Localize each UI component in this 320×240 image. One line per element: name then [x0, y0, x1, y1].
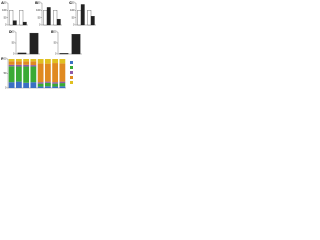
bar [80, 4, 85, 26]
legend-swatch [70, 76, 73, 79]
legend-swatch [70, 66, 73, 69]
y-tick-label: 100 [52, 30, 57, 34]
bar-segment [8, 61, 15, 65]
bar-segment [30, 65, 37, 67]
bar-segment [23, 61, 30, 65]
bar [19, 10, 24, 26]
y-tick-label: 100 [70, 8, 75, 12]
bar-segment [15, 81, 22, 88]
y-tick-label: 0 [5, 23, 7, 27]
bar-segment [52, 83, 59, 87]
y-tick-label: 100 [36, 8, 41, 12]
bar-segment [44, 82, 51, 87]
bar [43, 10, 48, 26]
y-tick-label: 0 [5, 86, 7, 90]
bar-segment [52, 59, 59, 64]
legend-swatch [70, 81, 73, 84]
bar [77, 10, 82, 26]
bar [9, 10, 14, 26]
y-tick-label: 50 [4, 71, 7, 75]
bar [17, 52, 27, 55]
bar-segment [44, 81, 51, 83]
bar-segment [23, 64, 30, 67]
bar-segment [52, 86, 59, 88]
bar-segment [30, 82, 37, 88]
bar-segment [23, 66, 30, 83]
bar [46, 7, 51, 26]
bar-segment [23, 82, 30, 88]
bar-segment [59, 81, 66, 84]
panel-label: F [1, 56, 4, 61]
bar-segment [52, 82, 59, 84]
y-tick-label: 50 [4, 15, 7, 19]
bar-segment [59, 83, 66, 87]
panel-label: A [1, 0, 4, 5]
y-tick-label: 100 [2, 57, 7, 61]
bar-segment [59, 63, 66, 82]
bar-segment [23, 59, 30, 62]
y-tick-label: 150 [36, 1, 41, 5]
bar-segment [44, 86, 51, 88]
legend-swatch [70, 61, 73, 64]
bar-segment [8, 66, 15, 83]
bar-segment [8, 82, 15, 88]
y-tick-label: 0 [73, 23, 75, 27]
bar-segment [8, 59, 15, 62]
bar-segment [37, 63, 44, 83]
bar-segment [15, 61, 22, 65]
bar-segment [30, 59, 37, 62]
bar-segment [59, 86, 66, 88]
bar [87, 10, 92, 26]
panel-label: C [69, 0, 72, 5]
y-tick-label: 100 [10, 30, 15, 34]
bar-segment [44, 63, 51, 82]
bar-segment [37, 59, 44, 64]
bar-segment [8, 64, 15, 67]
panel-label: E [51, 29, 54, 34]
bar [22, 21, 27, 26]
bar-segment [15, 64, 22, 67]
bar-segment [37, 82, 44, 84]
y-tick-label: 150 [2, 1, 7, 5]
y-tick-label: 50 [72, 15, 75, 19]
bar-segment [15, 66, 22, 82]
bar-segment [30, 61, 37, 66]
bar [71, 34, 81, 55]
bar-segment [37, 86, 44, 88]
bar [53, 10, 58, 26]
bar-segment [59, 59, 66, 64]
y-tick-label: 50 [54, 41, 57, 45]
bar-segment [30, 66, 37, 83]
y-tick-label: 50 [38, 15, 41, 19]
y-tick-label: 0 [39, 23, 41, 27]
bar [59, 53, 69, 55]
bar-segment [37, 83, 44, 87]
bar-segment [52, 63, 59, 83]
y-tick-label: 0 [13, 52, 15, 56]
legend-swatch [70, 71, 73, 74]
y-tick-label: 50 [12, 41, 15, 45]
bar [56, 18, 61, 26]
bar-segment [44, 59, 51, 64]
y-tick-label: 100 [2, 8, 7, 12]
bar [29, 32, 39, 55]
bar [90, 16, 95, 26]
y-tick-label: 0 [55, 52, 57, 56]
panel-label: B [35, 0, 38, 5]
panel-label: D [9, 29, 12, 34]
bar-segment [15, 59, 22, 62]
y-tick-label: 150 [70, 1, 75, 5]
bar [12, 20, 17, 26]
